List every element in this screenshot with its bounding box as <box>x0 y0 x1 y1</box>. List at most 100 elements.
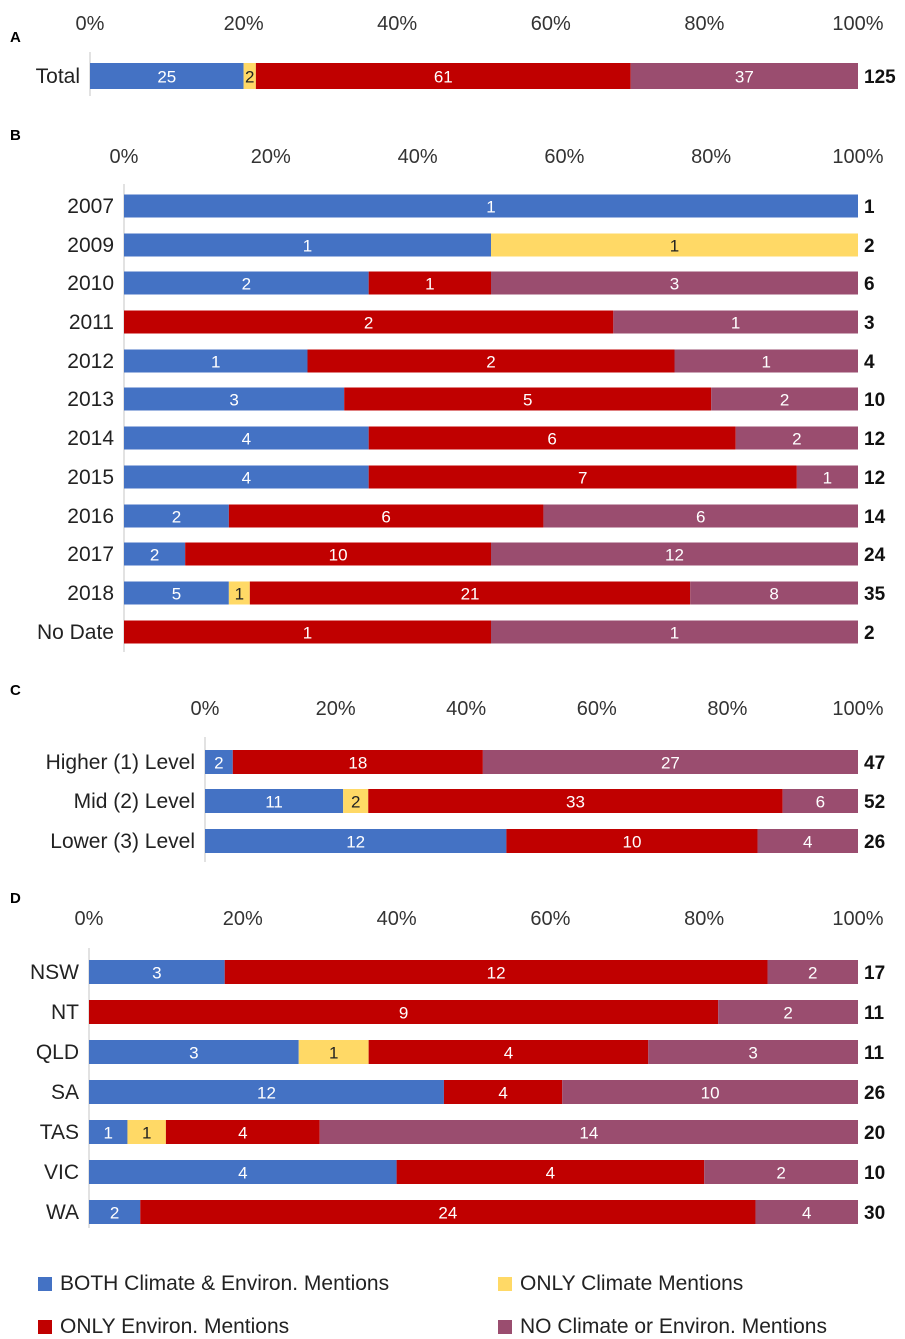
panel-d-row-label-0: NSW <box>30 961 79 984</box>
panel-b-bar-label-10-climate: 1 <box>235 585 244 604</box>
panel-d-bar-6-none <box>755 1200 858 1224</box>
panel-d-bar-label-6-environ: 24 <box>438 1204 457 1223</box>
panel-a-bar-0-both <box>90 63 244 89</box>
panel-d-bar-label-0-environ: 12 <box>487 964 506 983</box>
panel-b-bar-10-both <box>124 581 229 605</box>
panel-c-tick-3: 60% <box>577 698 617 720</box>
panel-c-tick-1: 20% <box>316 698 356 720</box>
legend: BOTH Climate & Environ. Mentions ONLY Cl… <box>0 1262 905 1339</box>
panel-d-bar-2-none <box>648 1040 858 1064</box>
panel-d-bar-label-2-both: 3 <box>189 1044 198 1063</box>
panel-d-bar-label-4-environ: 4 <box>238 1124 247 1143</box>
panel-b-row-total-3: 3 <box>864 313 875 334</box>
panel-c-bar-label-2-environ: 10 <box>623 833 642 852</box>
panel-d-row-label-4: TAS <box>40 1121 79 1144</box>
panel-a-bar-label-0-climate: 2 <box>245 68 254 87</box>
panel-d-row-total-6: 30 <box>864 1203 885 1224</box>
panel-b-bar-7-none <box>796 465 858 489</box>
panel-d-bar-label-2-none: 3 <box>748 1044 757 1063</box>
panel-b-row-total-5: 10 <box>864 390 885 411</box>
panel-a-bar-0-environ <box>255 63 631 89</box>
panel-b-bar-4-none <box>674 349 858 373</box>
panel-a-tick-1: 20% <box>224 13 264 35</box>
panel-b-bar-label-8-environ: 6 <box>381 508 390 527</box>
panel-b-bar-label-11-environ: 1 <box>303 624 312 643</box>
panel-d-bar-label-6-both: 2 <box>110 1204 119 1223</box>
panel-b-bar-label-1-both: 1 <box>303 237 312 256</box>
panel-c-bar-2-both <box>205 829 507 853</box>
panel-d-bar-label-3-none: 10 <box>701 1084 720 1103</box>
panel-b-row-total-0: 1 <box>864 197 875 218</box>
panel-d-tick-2: 40% <box>377 908 417 930</box>
panel-c-row-total-2: 26 <box>864 832 885 853</box>
panel-c-bar-1-both <box>205 789 344 813</box>
panel-b-bar-9-none <box>491 542 858 566</box>
panel-b-tick-2: 40% <box>398 146 438 168</box>
panel-b-row-total-4: 4 <box>864 352 875 373</box>
panel-d-bar-label-0-none: 2 <box>808 964 817 983</box>
panel-b-bar-4-both <box>124 349 308 373</box>
panel-a-tick-0: 0% <box>76 13 105 35</box>
panel-b-bar-0-both <box>124 194 858 218</box>
panel-b-bar-10-none <box>690 581 858 605</box>
panel-b-bar-5-both <box>124 387 345 411</box>
panel-c-tick-5: 100% <box>832 698 883 720</box>
panel-c-bar-1-none <box>782 789 858 813</box>
panel-b-row-total-6: 12 <box>864 429 885 450</box>
panel-a-bar-0-none <box>630 63 858 89</box>
panel-b-tick-0: 0% <box>110 146 139 168</box>
legend-item-both: BOTH Climate & Environ. Mentions <box>38 1272 389 1296</box>
panel-b-bar-label-2-both: 2 <box>242 275 251 294</box>
panel-c-bar-label-1-environ: 33 <box>566 793 585 812</box>
panel-c-tick-0: 0% <box>191 698 220 720</box>
panel-b-bar-8-environ <box>228 504 544 528</box>
panel-b-bar-6-environ <box>368 426 736 450</box>
panel-a-bar-0-climate <box>243 63 256 89</box>
panel-b-tick-4: 80% <box>691 146 731 168</box>
panel-b-bar-label-2-environ: 1 <box>425 275 434 294</box>
panel-b-bar-label-5-both: 3 <box>229 391 238 410</box>
panel-d-letter: D <box>10 890 21 907</box>
panel-c-bar-label-1-climate: 2 <box>351 793 360 812</box>
panel-c-bar-1-environ <box>368 789 783 813</box>
legend-swatch-climate <box>498 1277 512 1291</box>
panel-b-bar-label-3-none: 1 <box>731 314 740 333</box>
panel-b-bar-1-climate <box>491 233 858 257</box>
panel-b-bar-label-2-none: 3 <box>670 275 679 294</box>
panel-c-bar-label-2-none: 4 <box>803 833 812 852</box>
panel-b-bar-8-both <box>124 504 229 528</box>
panel-b-bar-label-0-both: 1 <box>486 198 495 217</box>
panel-d-bar-label-5-environ: 4 <box>546 1164 555 1183</box>
panel-d-tick-4: 80% <box>684 908 724 930</box>
panel-b-bar-6-none <box>735 426 858 450</box>
panel-d-bar-label-3-both: 12 <box>257 1084 276 1103</box>
panel-d-bar-label-6-none: 4 <box>802 1204 811 1223</box>
panel-b-row-label-5: 2013 <box>67 388 114 411</box>
legend-swatch-none <box>498 1320 512 1334</box>
panel-b-row-total-9: 24 <box>864 545 886 566</box>
panel-b-row-total-2: 6 <box>864 274 875 295</box>
panel-c-letter: C <box>10 682 21 699</box>
panel-b-tick-1: 20% <box>251 146 291 168</box>
panel-b-row-label-11: No Date <box>37 621 114 644</box>
panel-d-row-total-0: 17 <box>864 963 885 984</box>
panel-d-row-total-1: 11 <box>864 1003 885 1024</box>
panel-d-bar-label-4-climate: 1 <box>142 1124 151 1143</box>
panel-d-row-label-6: WA <box>46 1201 79 1224</box>
panel-c-bar-label-1-none: 6 <box>816 793 825 812</box>
panel-b-row-label-10: 2018 <box>67 582 114 605</box>
panel-a-tick-3: 60% <box>531 13 571 35</box>
panel-c-bar-label-0-none: 27 <box>661 754 680 773</box>
panel-d-bar-5-none <box>704 1160 858 1184</box>
panel-c-row-label-2: Lower (3) Level <box>50 830 195 853</box>
panel-b-bar-label-4-environ: 2 <box>486 353 495 372</box>
panel-d-row-total-2: 11 <box>864 1043 885 1064</box>
panel-b-row-total-10: 35 <box>864 584 886 605</box>
panel-a-tick-4: 80% <box>684 13 724 35</box>
panel-b-bar-label-5-environ: 5 <box>523 391 532 410</box>
panel-d-bar-label-5-none: 2 <box>776 1164 785 1183</box>
panel-b-row-label-7: 2015 <box>67 466 114 489</box>
panel-b-bar-label-7-environ: 7 <box>578 469 587 488</box>
panel-b-bar-label-8-both: 2 <box>172 508 181 527</box>
panel-a-bar-label-0-both: 25 <box>157 68 176 87</box>
